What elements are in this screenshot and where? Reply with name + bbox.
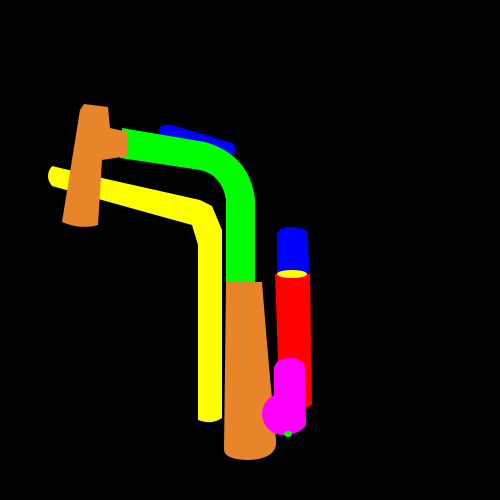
cap-rim: [277, 270, 307, 278]
spout-lower: [48, 166, 222, 423]
handle: [62, 104, 128, 227]
cap: [277, 226, 309, 274]
arm-upper: [120, 128, 255, 283]
attachment-knob: [262, 393, 304, 435]
small-part: [284, 431, 292, 437]
